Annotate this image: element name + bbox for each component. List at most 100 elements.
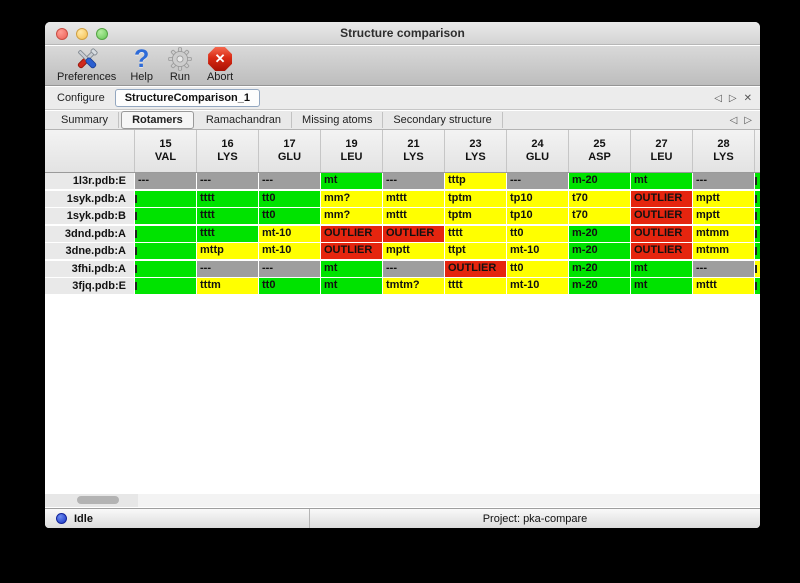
rotamer-cell[interactable]: tptm bbox=[445, 208, 507, 224]
rotamer-cell[interactable]: tp10 bbox=[507, 190, 569, 207]
rotamer-cell[interactable]: tttt bbox=[197, 208, 259, 224]
next-config-arrow-icon[interactable]: ▷ bbox=[728, 92, 737, 104]
row-label[interactable]: 1syk.pdb:A bbox=[45, 190, 135, 207]
minimize-window-button[interactable] bbox=[76, 28, 88, 40]
rotamer-cell[interactable]: m-20 bbox=[569, 243, 631, 259]
help-button[interactable]: ? Help bbox=[130, 46, 153, 83]
prev-config-arrow-icon[interactable]: ◁ bbox=[714, 92, 722, 104]
rotamer-cell[interactable]: mt bbox=[321, 260, 383, 277]
rotamer-cell[interactable]: tmtm? bbox=[383, 278, 445, 294]
rotamer-cell[interactable]: --- bbox=[693, 260, 755, 277]
rotamer-cell[interactable] bbox=[135, 225, 197, 242]
rotamer-cell[interactable]: --- bbox=[383, 260, 445, 277]
rotamer-cell[interactable]: mt bbox=[631, 278, 693, 294]
tab-rotamers[interactable]: Rotamers bbox=[121, 111, 194, 129]
close-config-icon[interactable]: ✕ bbox=[743, 92, 752, 104]
rotamer-cell[interactable] bbox=[755, 278, 760, 294]
rotamer-cell[interactable]: OUTLIER bbox=[321, 243, 383, 259]
rotamer-cell[interactable]: m-20 bbox=[569, 278, 631, 294]
rotamer-cell[interactable]: mt bbox=[631, 260, 693, 277]
rotamer-cell[interactable]: OUTLIER bbox=[631, 225, 693, 242]
row-label[interactable]: 1syk.pdb:B bbox=[45, 208, 135, 224]
tab-missing-atoms[interactable]: Missing atoms bbox=[292, 112, 384, 128]
rotamer-cell[interactable] bbox=[135, 260, 197, 277]
prev-tab-arrow-icon[interactable]: ◁ bbox=[729, 114, 738, 126]
abort-button[interactable]: ✕ Abort bbox=[207, 46, 233, 83]
horizontal-scrollbar-thumb[interactable] bbox=[77, 496, 119, 504]
rotamer-cell[interactable]: tttt bbox=[197, 225, 259, 242]
rotamer-cell[interactable]: mt-10 bbox=[259, 243, 321, 259]
rotamer-cell[interactable]: mt bbox=[321, 173, 383, 189]
rotamer-cell[interactable]: t70 bbox=[569, 208, 631, 224]
rotamer-cell[interactable]: --- bbox=[507, 173, 569, 189]
rotamer-cell[interactable]: m-20 bbox=[569, 225, 631, 242]
rotamer-cell[interactable]: --- bbox=[693, 173, 755, 189]
rotamer-cell[interactable]: t70 bbox=[569, 190, 631, 207]
close-window-button[interactable] bbox=[56, 28, 68, 40]
rotamer-cell[interactable]: --- bbox=[197, 260, 259, 277]
rotamer-cell[interactable]: OUTLIER bbox=[445, 260, 507, 277]
rotamer-cell[interactable] bbox=[755, 173, 760, 189]
rotamer-cell[interactable]: tttt bbox=[445, 225, 507, 242]
row-label[interactable]: 3fjq.pdb:E bbox=[45, 278, 135, 294]
rotamer-cell[interactable] bbox=[135, 190, 197, 207]
rotamer-cell[interactable]: mt bbox=[631, 173, 693, 189]
configure-tab-structurecomparison-1[interactable]: StructureComparison_1 bbox=[114, 89, 261, 107]
rotamer-cell[interactable]: --- bbox=[259, 173, 321, 189]
rotamer-cell[interactable]: OUTLIER bbox=[321, 225, 383, 242]
rotamer-cell[interactable]: tttm bbox=[197, 278, 259, 294]
rotamer-cell[interactable]: mttt bbox=[383, 208, 445, 224]
rotamer-cell[interactable]: mm? bbox=[321, 190, 383, 207]
rotamer-cell[interactable]: tttt bbox=[197, 190, 259, 207]
rotamer-cell[interactable]: --- bbox=[135, 173, 197, 189]
next-tab-arrow-icon[interactable]: ▷ bbox=[744, 114, 752, 126]
rotamer-cell[interactable]: --- bbox=[259, 260, 321, 277]
rotamer-cell[interactable] bbox=[755, 260, 760, 277]
rotamer-cell[interactable]: tt0 bbox=[507, 225, 569, 242]
row-label[interactable]: 1l3r.pdb:E bbox=[45, 173, 135, 189]
rotamer-cell[interactable]: ttpt bbox=[445, 243, 507, 259]
rotamer-cell[interactable]: mttp bbox=[197, 243, 259, 259]
row-label[interactable]: 3fhi.pdb:A bbox=[45, 260, 135, 277]
rotamer-cell[interactable]: OUTLIER bbox=[631, 243, 693, 259]
row-label[interactable]: 3dnd.pdb:A bbox=[45, 225, 135, 242]
horizontal-scrollbar[interactable] bbox=[45, 494, 760, 507]
run-button[interactable]: Run bbox=[167, 46, 193, 83]
rotamer-cell[interactable]: mptt bbox=[693, 190, 755, 207]
rotamer-cell[interactable]: mptt bbox=[693, 208, 755, 224]
rotamer-cell[interactable] bbox=[755, 243, 760, 259]
rotamer-cell[interactable]: tptm bbox=[445, 190, 507, 207]
rotamer-cell[interactable]: --- bbox=[197, 173, 259, 189]
rotamer-cell[interactable]: tttt bbox=[445, 278, 507, 294]
rotamer-cell[interactable]: mttt bbox=[383, 190, 445, 207]
rotamer-cell[interactable]: mm? bbox=[321, 208, 383, 224]
rotamer-cell[interactable]: m-20 bbox=[569, 173, 631, 189]
tab-summary[interactable]: Summary bbox=[51, 112, 120, 128]
rotamer-cell[interactable] bbox=[135, 208, 197, 224]
rotamer-cell[interactable]: mtmm bbox=[693, 243, 755, 259]
rotamer-cell[interactable]: mtmm bbox=[693, 225, 755, 242]
rotamer-cell[interactable]: tt0 bbox=[259, 278, 321, 294]
rotamer-cell[interactable]: OUTLIER bbox=[631, 208, 693, 224]
rotamer-cell[interactable] bbox=[135, 278, 197, 294]
rotamer-cell[interactable]: --- bbox=[383, 173, 445, 189]
rotamer-cell[interactable]: mt-10 bbox=[507, 243, 569, 259]
rotamer-cell[interactable] bbox=[755, 208, 760, 224]
rotamer-cell[interactable]: tt0 bbox=[259, 208, 321, 224]
rotamer-cell[interactable]: m-20 bbox=[569, 260, 631, 277]
tab-secondary-structure[interactable]: Secondary structure bbox=[383, 112, 503, 128]
rotamer-cell[interactable] bbox=[755, 190, 760, 207]
rotamer-cell[interactable]: OUTLIER bbox=[383, 225, 445, 242]
rotamer-cell[interactable]: tp10 bbox=[507, 208, 569, 224]
rotamer-cell[interactable]: mt-10 bbox=[507, 278, 569, 294]
rotamer-cell[interactable]: mt bbox=[321, 278, 383, 294]
preferences-button[interactable]: Preferences bbox=[57, 46, 116, 83]
rotamer-cell[interactable]: mt-10 bbox=[259, 225, 321, 242]
tab-ramachandran[interactable]: Ramachandran bbox=[196, 112, 293, 128]
row-label[interactable]: 3dne.pdb:A bbox=[45, 243, 135, 259]
rotamer-cell[interactable] bbox=[755, 225, 760, 242]
rotamer-cell[interactable]: tt0 bbox=[259, 190, 321, 207]
rotamer-cell[interactable]: OUTLIER bbox=[631, 190, 693, 207]
zoom-window-button[interactable] bbox=[96, 28, 108, 40]
rotamer-cell[interactable]: tt0 bbox=[507, 260, 569, 277]
